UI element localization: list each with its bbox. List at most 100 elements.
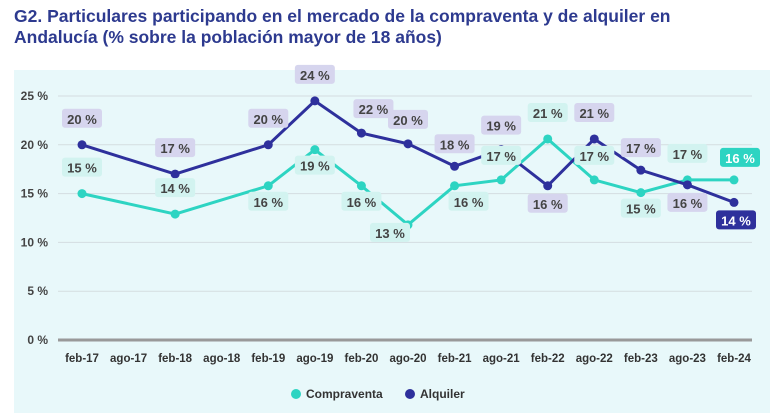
data-label-bg bbox=[481, 115, 522, 135]
data-label-bg bbox=[527, 193, 568, 213]
data-label-bg bbox=[667, 143, 708, 163]
data-label: 17 % bbox=[160, 141, 190, 156]
data-label-bg bbox=[481, 145, 522, 165]
data-label-bg bbox=[574, 102, 615, 122]
data-label: 16 % bbox=[454, 195, 484, 210]
x-tick-label: feb-21 bbox=[438, 353, 472, 365]
data-label: 17 % bbox=[673, 147, 703, 162]
data-label: 16 % bbox=[725, 151, 755, 166]
data-label-bg bbox=[155, 178, 196, 198]
data-label: 16 % bbox=[347, 195, 377, 210]
data-label-bg bbox=[155, 138, 196, 158]
data-label: 14 % bbox=[160, 181, 190, 196]
data-label: 16 % bbox=[533, 197, 563, 212]
x-tick-label: feb-23 bbox=[624, 353, 658, 365]
data-point bbox=[450, 181, 460, 191]
x-tick-label: feb-22 bbox=[531, 353, 565, 365]
legend-marker bbox=[405, 389, 415, 399]
data-label-bg bbox=[248, 108, 289, 128]
data-label: 14 % bbox=[721, 213, 751, 228]
data-point bbox=[729, 197, 739, 207]
x-tick-label: ago-19 bbox=[296, 353, 333, 365]
x-tick-label: ago-22 bbox=[576, 353, 613, 365]
data-label-bg bbox=[448, 191, 489, 211]
x-tick-label: feb-19 bbox=[251, 353, 285, 365]
data-label: 20 % bbox=[67, 112, 97, 127]
data-point bbox=[543, 134, 553, 144]
data-label: 17 % bbox=[626, 141, 656, 156]
data-label-bg bbox=[527, 102, 568, 122]
x-tick-label: ago-23 bbox=[669, 353, 706, 365]
data-label: 17 % bbox=[579, 149, 609, 164]
data-point bbox=[356, 181, 366, 191]
data-label: 21 % bbox=[579, 106, 609, 121]
y-tick-label: 25 % bbox=[21, 89, 49, 103]
y-tick-label: 15 % bbox=[21, 187, 49, 201]
data-point bbox=[310, 145, 320, 155]
data-label: 20 % bbox=[253, 112, 283, 127]
data-point bbox=[589, 175, 599, 185]
data-point bbox=[636, 165, 646, 175]
data-label: 15 % bbox=[626, 202, 656, 217]
x-tick-label: feb-24 bbox=[717, 353, 751, 365]
data-label-bg bbox=[62, 108, 102, 128]
legend-label: Alquiler bbox=[420, 387, 465, 401]
data-label: 22 % bbox=[359, 102, 389, 117]
data-point bbox=[263, 181, 273, 191]
data-label-bg bbox=[62, 157, 102, 177]
data-label-bg bbox=[388, 109, 428, 129]
y-tick-label: 10 % bbox=[21, 235, 49, 249]
data-point bbox=[170, 169, 180, 179]
data-label: 15 % bbox=[67, 161, 97, 176]
y-tick-label: 5 % bbox=[27, 284, 48, 298]
data-label: 19 % bbox=[300, 159, 330, 174]
x-tick-label: ago-20 bbox=[389, 353, 426, 365]
data-label-bg bbox=[434, 134, 475, 154]
data-label-bg bbox=[341, 191, 382, 211]
data-point bbox=[310, 96, 320, 106]
data-label: 20 % bbox=[393, 113, 423, 128]
data-label-bg bbox=[620, 198, 661, 218]
data-label-bg bbox=[574, 145, 615, 165]
legend-marker bbox=[291, 389, 301, 399]
data-point bbox=[543, 181, 553, 191]
data-point bbox=[77, 189, 87, 199]
y-tick-label: 0 % bbox=[27, 333, 48, 347]
data-label: 19 % bbox=[486, 119, 516, 134]
data-point bbox=[589, 134, 599, 144]
x-tick-label: ago-21 bbox=[483, 353, 521, 365]
data-label: 16 % bbox=[253, 195, 283, 210]
data-point bbox=[356, 128, 366, 138]
data-label-bg bbox=[248, 191, 289, 211]
data-point bbox=[77, 140, 87, 150]
x-tick-label: feb-18 bbox=[158, 353, 192, 365]
data-point bbox=[729, 175, 739, 185]
data-label: 21 % bbox=[533, 106, 563, 121]
x-tick-label: feb-20 bbox=[344, 353, 378, 365]
data-label-bg bbox=[716, 210, 756, 230]
data-point bbox=[636, 188, 646, 198]
data-label-bg bbox=[720, 147, 760, 167]
data-label-bg bbox=[620, 138, 661, 158]
data-label: 24 % bbox=[300, 68, 330, 83]
data-label: 18 % bbox=[440, 137, 470, 152]
legend-label: Compraventa bbox=[306, 387, 383, 401]
data-label-bg bbox=[294, 155, 335, 175]
data-label-bg bbox=[667, 192, 708, 212]
data-point bbox=[682, 180, 692, 190]
data-point bbox=[263, 140, 273, 150]
data-point bbox=[496, 175, 506, 185]
x-tick-label: feb-17 bbox=[65, 353, 99, 365]
data-label-bg bbox=[370, 222, 410, 242]
x-tick-label: ago-18 bbox=[203, 353, 241, 365]
data-label-bg bbox=[353, 99, 394, 119]
data-label: 16 % bbox=[673, 196, 703, 211]
data-point bbox=[450, 161, 460, 171]
data-point bbox=[170, 209, 180, 219]
x-tick-label: ago-17 bbox=[110, 353, 147, 365]
data-label: 13 % bbox=[375, 226, 405, 241]
data-label-bg bbox=[294, 64, 335, 84]
data-point bbox=[403, 139, 413, 149]
chart-title: G2. Particulares participando en el merc… bbox=[14, 6, 671, 47]
